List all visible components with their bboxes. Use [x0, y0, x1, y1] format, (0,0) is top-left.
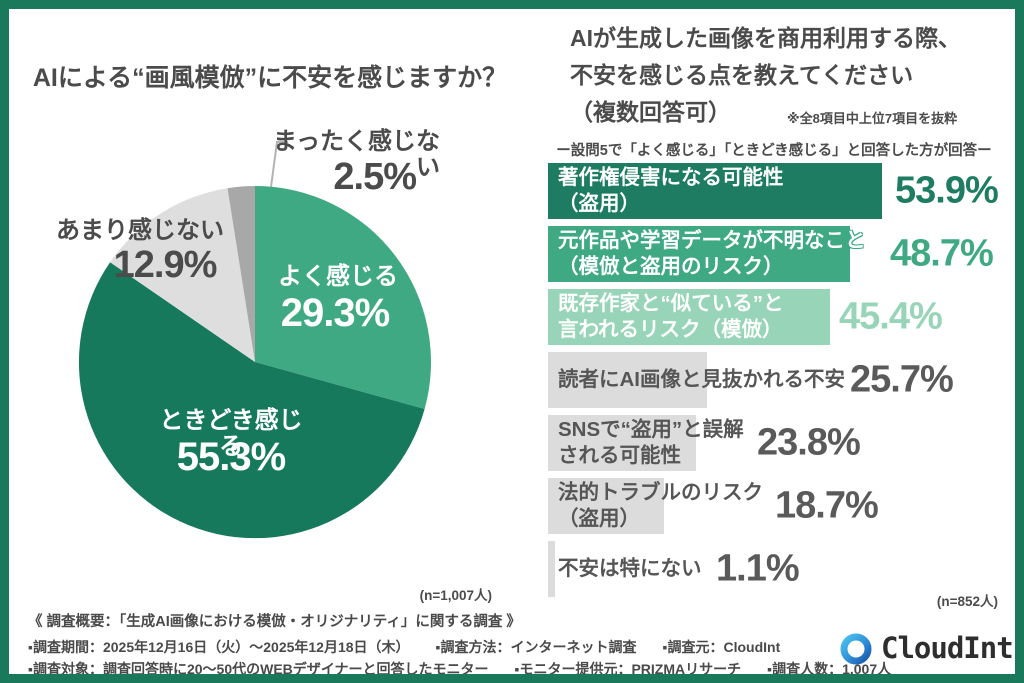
bar-label-line: 法的トラブルのリスク: [558, 481, 763, 504]
bar-chart-title-line2: 不安を感じる点を教えてください: [570, 62, 914, 88]
pie-value-none: 2.5%: [333, 156, 417, 198]
survey-footer: 《 調査概要：「生成AI画像における模倣・オリジナリティ」に関する調査 》 ▪調…: [28, 610, 891, 680]
cloudint-logo-text: CloudInt: [881, 631, 1014, 665]
survey-overview-heading: 《 調査概要：「生成AI画像における模倣・オリジナリティ」に関する調査 》: [28, 614, 521, 630]
pie-slice: [255, 186, 431, 409]
survey-detail-item: ▪モニター提供元：PRIZMAリサーチ: [514, 661, 742, 677]
bar-label-line: される可能性: [558, 444, 681, 467]
bar-row: 読者にAI画像と見抜かれる不安 25.7%: [548, 352, 1018, 408]
bar-label-line: 言われるリスク（模倣）: [558, 318, 783, 341]
bar-row: 法的トラブルのリスク （盗用） 18.7%: [548, 478, 1018, 534]
bar-label-line: SNSで“盗用”と誤解: [558, 418, 744, 441]
bar-sample-size: (n=852人): [936, 594, 998, 609]
bar-label-line: （盗用）: [558, 507, 640, 530]
pie-slice: [227, 186, 255, 362]
bar: [548, 478, 664, 534]
pie-label-often: よく感じる: [278, 263, 398, 290]
pie-label-sometimes: ときどき感じる: [159, 407, 303, 460]
survey-detail-item: ▪調査人数：1,007人: [767, 661, 892, 677]
bar-row: 著作権侵害になる可能性 （盗用） 53.9%: [548, 163, 1018, 219]
bar: [548, 541, 555, 597]
bar-value: 48.7%: [890, 232, 994, 275]
pie-chart-title: AIによる“画風模倣”に不安を感じますか？: [32, 64, 508, 92]
bar-chart: 著作権侵害になる可能性 （盗用） 53.9% 元作品や学習データが不明なこと （模倣と盗…: [548, 163, 1018, 604]
bar-label: 既存作家と“似ている”と 言われるリスク（模倣）: [558, 291, 784, 343]
bar-value: 25.7%: [850, 358, 954, 401]
bar-chart-note: ※全8項目中上位7項目を抜粋: [787, 111, 958, 126]
pie-label-rare: あまり感じない: [56, 217, 224, 244]
survey-detail-item: ▪調査対象：調査回答時に20〜50代のWEBデザイナーと回答したモニター: [28, 661, 489, 677]
bar-label: SNSで“盗用”と誤解 される可能性: [558, 417, 744, 469]
bar: [548, 352, 708, 408]
cloudint-ring-icon: [840, 633, 872, 665]
bar-row: 既存作家と“似ている”と 言われるリスク（模倣） 45.4%: [548, 289, 1018, 345]
bar-chart-title-line1: AIが生成した画像を商用利用する際、: [570, 25, 961, 51]
pie-slice: [78, 262, 425, 539]
pie-slice: [110, 188, 255, 362]
bar-label: 元作品や学習データが不明なこと （模倣と盗用のリスク）: [558, 228, 866, 280]
bar: [548, 226, 850, 282]
cloudint-logo: CloudInt: [838, 630, 1014, 666]
survey-detail-item: ▪調査期間：2025年12月16日（火）〜2025年12月18日（木）: [28, 639, 410, 655]
bar-value: 1.1%: [716, 547, 800, 590]
survey-detail-item: ▪調査方法：インターネット調査: [435, 639, 637, 655]
bar-label-line: （模倣と盗用のリスク）: [558, 255, 784, 278]
pie-leader-line: [270, 141, 288, 188]
bar-label: 読者にAI画像と見抜かれる不安: [558, 367, 845, 393]
bar-chart-subtitle: ー設問5で「よく感じる」「ときどき感じる」と回答した方が回答ー: [556, 143, 992, 159]
bar: [548, 163, 883, 219]
bar-chart-title-line3: （複数回答可）: [570, 99, 731, 125]
bar-label-line: 元作品や学習データが不明なこと: [558, 229, 866, 252]
bar-row: 不安は特にない 1.1%: [548, 541, 1018, 597]
bar-label-line: （盗用）: [558, 192, 640, 215]
bar-chart-title: AIが生成した画像を商用利用する際、 不安を感じる点を教えてください （複数回答…: [570, 20, 961, 131]
bar-row: 元作品や学習データが不明なこと （模倣と盗用のリスク） 48.7%: [548, 226, 1018, 282]
bar-label: 不安は特にない: [558, 556, 702, 582]
bar-value: 45.4%: [839, 295, 943, 338]
bar-row: SNSで“盗用”と誤解 される可能性 23.8%: [548, 415, 1018, 471]
bar-label-line: 著作権侵害になる可能性: [558, 166, 784, 189]
survey-detail-line: ▪調査期間：2025年12月16日（火）〜2025年12月18日（木） ▪調査方法…: [28, 636, 828, 658]
pie-value-rare: 12.9%: [113, 244, 218, 286]
bar-value: 53.9%: [895, 169, 999, 212]
bar-label-line: 読者にAI画像と見抜かれる不安: [558, 368, 845, 391]
bar-value: 23.8%: [757, 421, 861, 464]
pie-value-often: 29.3%: [280, 291, 390, 335]
bar-value: 18.7%: [775, 484, 879, 527]
bar-label-line: 不安は特にない: [558, 557, 702, 580]
survey-detail-item: ▪調査元：CloudInt: [662, 639, 781, 655]
bar: [548, 415, 696, 471]
pie-label-none: まったく感じない: [272, 128, 440, 181]
pie-chart: [78, 141, 431, 539]
survey-detail-line: ▪調査対象：調査回答時に20〜50代のWEBデザイナーと回答したモニター ▪モニタ…: [28, 658, 891, 680]
bar-label: 法的トラブルのリスク （盗用）: [558, 480, 763, 532]
bar-label: 著作権侵害になる可能性 （盗用）: [558, 165, 784, 217]
bar: [548, 289, 830, 345]
pie-value-sometimes: 55.3%: [176, 435, 286, 479]
pie-sample-size: (n=1,007人): [419, 588, 492, 603]
bar-label-line: 既存作家と“似ている”と: [558, 292, 784, 315]
